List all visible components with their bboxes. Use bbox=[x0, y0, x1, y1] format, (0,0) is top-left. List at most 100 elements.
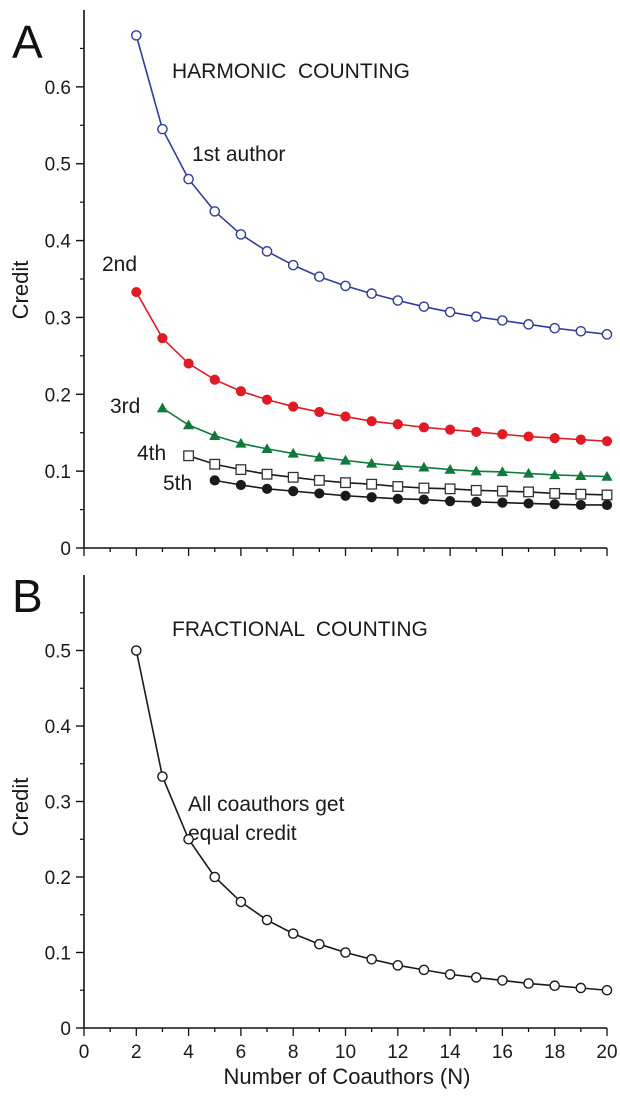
data-point bbox=[549, 469, 561, 480]
data-point bbox=[522, 467, 535, 478]
data-point bbox=[157, 333, 168, 344]
data-point bbox=[340, 477, 351, 489]
data-point bbox=[366, 492, 377, 503]
x-tick-label: 16 bbox=[492, 1042, 513, 1063]
data-point bbox=[288, 401, 299, 412]
data-point bbox=[313, 451, 325, 462]
data-point bbox=[235, 464, 247, 476]
x-tick-label: 4 bbox=[183, 1042, 194, 1063]
panel-b-annotation-line-2: equal credit bbox=[188, 822, 297, 845]
data-point bbox=[575, 434, 586, 445]
data-point bbox=[523, 319, 534, 330]
data-point bbox=[444, 306, 456, 318]
data-point bbox=[575, 470, 587, 480]
data-point bbox=[549, 499, 560, 510]
data-point bbox=[340, 411, 351, 422]
panel-b-plot: 0 0.1 0.2 0.3 0.4 0.5 0 2 4 6 8 10 12 14 16 18 20 bbox=[45, 575, 618, 1063]
y-tick-label: 0.5 bbox=[45, 642, 71, 663]
data-point bbox=[261, 443, 273, 454]
x-axis-label: Number of Coauthors (N) bbox=[224, 1064, 471, 1089]
y-tick-label: 0.3 bbox=[45, 793, 71, 814]
data-point bbox=[497, 429, 508, 440]
data-point bbox=[339, 454, 352, 465]
data-point bbox=[287, 447, 299, 458]
data-point bbox=[497, 315, 508, 326]
data-point bbox=[418, 301, 430, 312]
data-point bbox=[471, 496, 482, 507]
data-point bbox=[366, 457, 378, 468]
data-point bbox=[261, 483, 273, 494]
data-point bbox=[471, 426, 482, 438]
data-point bbox=[497, 975, 508, 986]
data-point bbox=[601, 329, 613, 340]
data-point bbox=[130, 645, 142, 656]
data-point bbox=[549, 487, 561, 499]
data-point bbox=[261, 394, 273, 405]
data-point bbox=[523, 431, 534, 442]
panel-letter-b: B bbox=[12, 570, 43, 622]
data-point bbox=[392, 493, 403, 504]
data-point bbox=[470, 972, 482, 983]
data-point bbox=[209, 430, 221, 440]
data-point bbox=[340, 280, 351, 292]
data-point bbox=[523, 486, 535, 498]
data-point bbox=[261, 914, 273, 926]
data-point bbox=[392, 460, 404, 470]
data-point bbox=[601, 499, 613, 511]
data-point bbox=[261, 246, 273, 257]
data-point bbox=[445, 496, 456, 507]
data-point bbox=[183, 358, 194, 369]
data-point bbox=[314, 938, 325, 950]
series-label-4th: 4th bbox=[137, 442, 166, 465]
data-point bbox=[235, 437, 247, 448]
data-point bbox=[340, 947, 351, 958]
data-point bbox=[418, 494, 430, 505]
x-tick-label: 20 bbox=[596, 1042, 617, 1063]
series-label-5th: 5th bbox=[163, 472, 192, 495]
data-point bbox=[496, 466, 508, 477]
data-point bbox=[183, 419, 195, 430]
data-point bbox=[549, 432, 560, 444]
data-point bbox=[313, 474, 325, 486]
series-line bbox=[162, 407, 608, 478]
y-tick-label: 0.4 bbox=[45, 717, 72, 738]
panel-a: A HARMONIC COUNTING Credit 0 0.1 0.2 0.3 0.4… bbox=[8, 10, 613, 560]
data-point bbox=[340, 490, 351, 501]
data-point bbox=[235, 386, 246, 397]
panel-b-title: FRACTIONAL COUNTING bbox=[172, 618, 428, 641]
data-point bbox=[549, 322, 561, 334]
series-label-3rd: 3rd bbox=[110, 395, 140, 418]
data-point bbox=[444, 464, 456, 474]
data-point bbox=[131, 286, 142, 298]
data-point bbox=[575, 325, 587, 337]
data-point bbox=[470, 311, 482, 322]
x-tick-label: 6 bbox=[236, 1042, 247, 1063]
data-point bbox=[209, 458, 221, 470]
data-point bbox=[392, 481, 404, 492]
y-tick-label: 0 bbox=[60, 1019, 71, 1040]
x-tick-label: 8 bbox=[288, 1042, 299, 1063]
data-point bbox=[549, 980, 561, 992]
data-point bbox=[156, 402, 169, 413]
data-point bbox=[183, 833, 194, 845]
y-tick-label: 0.1 bbox=[45, 944, 71, 965]
panel-a-title: HARMONIC COUNTING bbox=[172, 60, 410, 83]
data-point bbox=[183, 173, 194, 185]
data-point bbox=[288, 486, 299, 497]
data-point bbox=[470, 484, 482, 496]
data-point bbox=[209, 475, 220, 486]
y-tick-label: 0.2 bbox=[45, 868, 71, 889]
data-point bbox=[157, 123, 168, 135]
data-point bbox=[314, 488, 325, 499]
data-point bbox=[392, 960, 404, 971]
data-point bbox=[366, 288, 377, 299]
panel-a-y-axis-label: Credit bbox=[8, 261, 33, 320]
data-point bbox=[444, 483, 456, 495]
data-point bbox=[130, 30, 142, 41]
y-tick-label: 0.5 bbox=[45, 155, 71, 176]
data-point bbox=[575, 488, 587, 500]
x-tick-label: 2 bbox=[131, 1042, 142, 1063]
x-tick-label: 10 bbox=[335, 1042, 356, 1063]
data-point bbox=[496, 485, 508, 497]
series-label-1st-author: 1st author bbox=[192, 143, 285, 166]
